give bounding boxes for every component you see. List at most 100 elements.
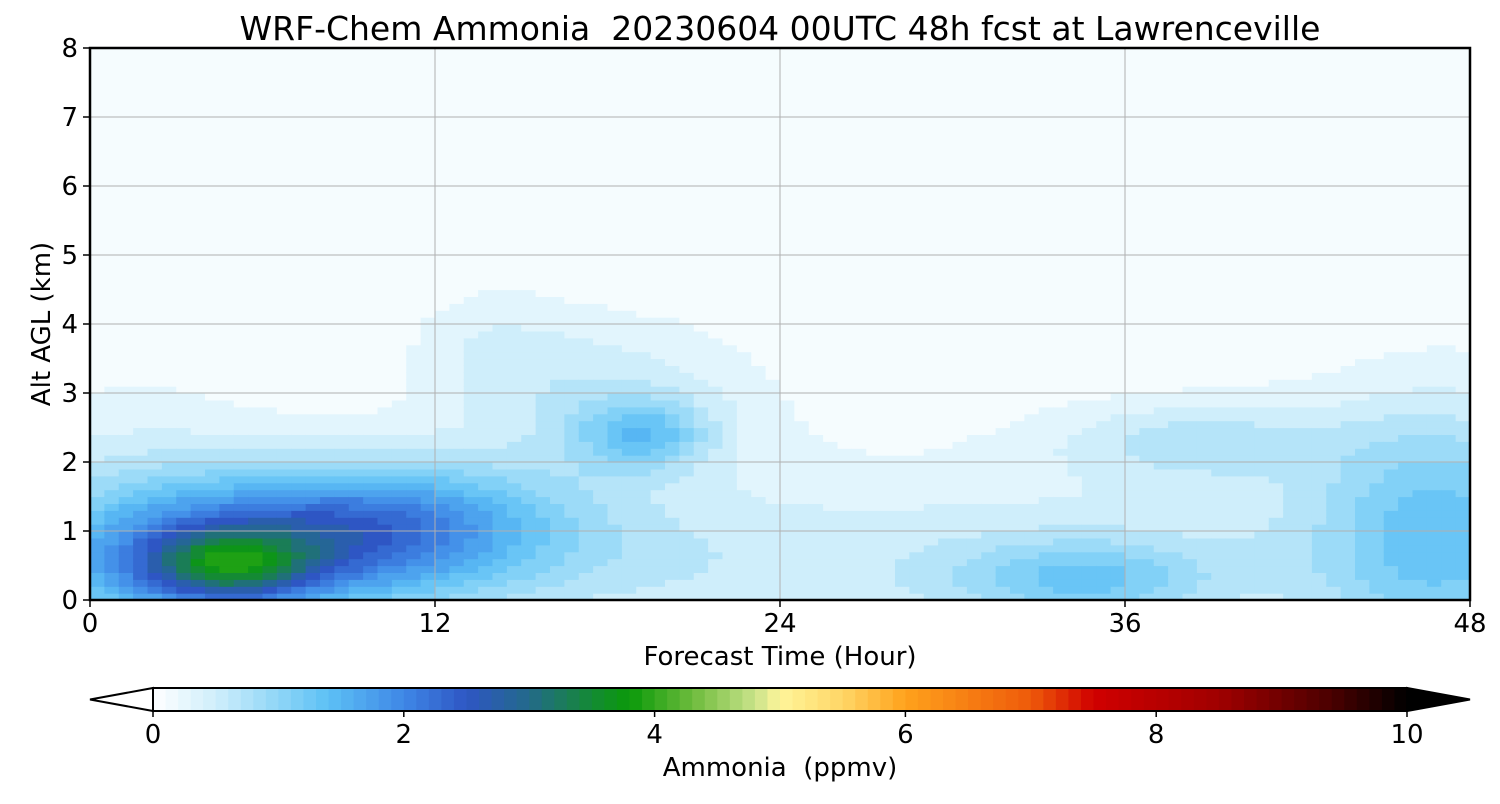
heatmap-cell [348,344,364,353]
heatmap-cell [219,110,235,118]
heatmap-cell [765,61,781,70]
heatmap-cell [564,420,580,429]
heatmap-cell [880,179,896,187]
heatmap-cell [391,227,407,235]
heatmap-cell [693,544,709,553]
heatmap-cell [938,324,954,332]
heatmap-cell [966,130,982,139]
heatmap-cell [895,220,910,228]
heatmap-cell [435,296,450,304]
heatmap-cell [363,393,379,401]
heatmap-cell [363,261,379,270]
heatmap-cell [909,496,925,504]
heatmap-cell [205,537,220,546]
heatmap-cell [780,365,795,373]
heatmap-cell [765,455,781,463]
heatmap-cell [650,192,666,201]
heatmap-cell [679,455,695,463]
heatmap-cell [593,220,609,228]
heatmap-cell [406,517,422,525]
heatmap-cell [938,89,954,97]
heatmap-cell [650,227,666,235]
heatmap-cell [837,565,853,573]
heatmap-cell [895,427,910,435]
heatmap-cell [808,482,824,491]
heatmap-cell [291,248,307,256]
heatmap-cell [205,206,220,215]
heatmap-cell [449,427,465,435]
heatmap-cell [851,324,867,332]
heatmap-cell [521,337,537,346]
heatmap-cell [650,248,666,256]
heatmap-cell [909,75,925,84]
heatmap-cell [219,344,235,353]
heatmap-cell [966,586,982,594]
heatmap-cell [736,365,752,373]
heatmap-cell [808,303,824,311]
heatmap-cell [420,386,436,394]
heatmap-cell [334,427,350,435]
heatmap-cell [780,531,795,539]
heatmap-cell [205,565,220,573]
heatmap-cell [952,317,968,325]
heatmap-cell [593,524,609,532]
heatmap-cell [435,48,450,56]
heatmap-cell [665,413,680,422]
heatmap-cell [348,524,364,532]
heatmap-cell [593,54,609,63]
heatmap-cell [248,351,264,360]
heatmap-cell [636,551,652,560]
heatmap-cell [550,593,565,600]
heatmap-cell [219,351,235,360]
heatmap-cell [147,462,163,470]
heatmap-cell [334,186,350,194]
heatmap-cell [736,344,752,353]
heatmap-cell [133,441,149,449]
heatmap-cell [305,296,321,304]
heatmap-cell [147,441,163,449]
heatmap-cell [751,524,767,532]
heatmap-cell [564,144,580,153]
heatmap-cell [895,144,910,153]
heatmap-cell [751,303,767,311]
heatmap-cell [291,261,307,270]
heatmap-cell [291,351,307,360]
heatmap-cell [248,427,264,435]
heatmap-cell [478,241,494,249]
heatmap-cell [780,579,795,587]
heatmap-cell [291,110,307,118]
heatmap-cell [320,468,335,477]
heatmap-cell [650,413,666,422]
heatmap-cell [190,413,206,422]
heatmap-cell [276,393,292,401]
heatmap-cell [880,96,896,104]
heatmap-cell [866,96,882,104]
heatmap-cell [276,103,292,111]
heatmap-cell [521,551,537,560]
heatmap-cell [794,468,810,477]
heatmap-cell [679,593,695,600]
heatmap-cell [636,199,652,208]
heatmap-cell [665,351,680,360]
heatmap-cell [578,282,594,291]
heatmap-cell [722,448,738,456]
heatmap-cell [765,227,781,235]
heatmap-cell [722,103,738,111]
heatmap-cell [981,593,997,600]
heatmap-cell [118,220,134,228]
heatmap-cell [291,96,307,104]
heatmap-cell [305,123,321,132]
heatmap-cell [923,227,939,235]
heatmap-cell [578,103,594,111]
heatmap-cell [305,475,321,484]
heatmap-cell [823,503,839,511]
heatmap-cell [708,420,724,429]
heatmap-cell [808,179,824,187]
heatmap-cell [794,248,810,256]
heatmap-cell [147,544,163,553]
heatmap-cell [133,234,149,242]
heatmap-cell [593,413,609,422]
heatmap-cell [506,268,522,277]
heatmap-cell [463,558,479,567]
heatmap-cell [492,399,508,408]
